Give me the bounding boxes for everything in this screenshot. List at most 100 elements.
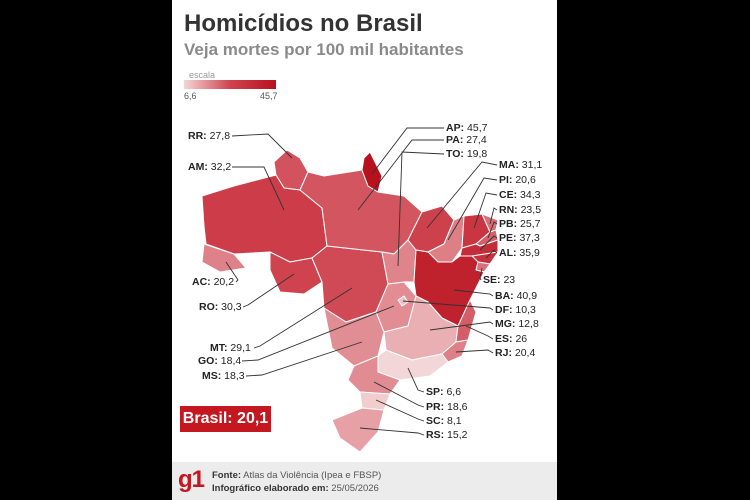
state-label-rj: RJ: 20,4 — [495, 347, 535, 359]
leader-line-mg — [429, 321, 494, 331]
state-region-ac — [201, 243, 247, 273]
state-separator: : — [460, 122, 468, 134]
date-text: 25/05/2026 — [331, 483, 379, 494]
state-label-ms: MS: 18,3 — [202, 370, 245, 382]
state-separator: : — [497, 274, 504, 286]
state-label-rs: RS: 15,2 — [426, 429, 467, 441]
state-rate: 6,6 — [446, 386, 462, 398]
state-code: MS — [202, 370, 218, 382]
state-separator: : — [513, 189, 521, 201]
state-label-ba: BA: 40,9 — [495, 290, 537, 302]
state-label-sp: SP: 6,6 — [426, 386, 461, 398]
national-rate-label: Brasil: — [182, 410, 233, 427]
state-region-pr — [347, 355, 401, 395]
state-rate: 26 — [515, 333, 528, 345]
state-label-mg: MG: 12,8 — [495, 318, 539, 330]
state-label-to: TO: 19,8 — [446, 148, 487, 160]
leader-line-ce — [473, 192, 498, 229]
state-code: AC — [192, 276, 208, 288]
state-code: BA — [495, 290, 511, 302]
state-code: TO — [446, 148, 461, 160]
state-code: AL — [499, 247, 513, 259]
leader-line-pi — [447, 177, 498, 241]
state-separator: : — [515, 159, 522, 171]
state-label-pa: PA: 27,4 — [446, 134, 487, 146]
state-rate: 35,9 — [519, 247, 540, 259]
state-separator: : — [510, 290, 517, 302]
state-rate: 18,6 — [447, 401, 468, 413]
state-rate: 8,1 — [447, 415, 462, 427]
state-code: PR — [426, 401, 441, 413]
state-label-ap: AP: 45,7 — [446, 122, 487, 134]
state-label-pe: PE: 37,3 — [499, 232, 540, 244]
leader-line-am — [232, 166, 285, 211]
state-separator: : — [509, 304, 516, 316]
national-rate-badge: Brasil: 20,1 — [180, 406, 271, 432]
state-separator: : — [217, 370, 225, 382]
leader-line-pa — [357, 139, 444, 211]
state-label-pb: PB: 25,7 — [499, 218, 540, 230]
state-code: AP — [446, 122, 461, 134]
state-code: PI — [499, 174, 509, 186]
state-rate: 32,2 — [210, 161, 232, 173]
state-label-am: AM: 32,2 — [188, 161, 231, 173]
state-rate: 45,7 — [467, 122, 488, 134]
state-separator: : — [214, 355, 221, 367]
state-rate: 40,9 — [516, 290, 538, 302]
scale-min-label: 6,6 — [184, 91, 197, 101]
state-label-ac: AC: 20,2 — [192, 276, 234, 288]
state-separator: : — [508, 174, 516, 186]
state-rate: 20,6 — [515, 174, 536, 186]
leader-line-ro — [242, 273, 295, 308]
leader-line-al — [485, 249, 498, 259]
source-text: Atlas da Violência (Ipea e FBSP) — [243, 470, 382, 481]
state-code: PE — [499, 232, 514, 244]
date-label: Infográfico elaborado em: — [212, 483, 329, 494]
state-code: RO — [199, 301, 215, 313]
scale-max-label: 45,7 — [260, 91, 278, 101]
leader-line-to — [397, 151, 445, 267]
leader-line-rj — [455, 349, 494, 354]
leader-line-sp — [407, 367, 425, 393]
state-label-go: GO: 18,4 — [198, 355, 241, 367]
state-rate: 19,8 — [466, 148, 488, 160]
state-label-mt: MT: 29,1 — [210, 342, 251, 354]
state-rate: 20,2 — [213, 276, 235, 288]
state-rate: 25,7 — [520, 218, 541, 230]
state-label-rr: RR: 27,8 — [188, 130, 230, 142]
state-separator: : — [511, 318, 519, 330]
state-code: GO — [198, 355, 215, 367]
state-rate: 20,4 — [514, 347, 536, 359]
source-line: Fonte: Atlas da Violência (Ipea e FBSP) — [212, 470, 381, 481]
state-rate: 23 — [503, 274, 516, 286]
state-separator: : — [513, 247, 520, 259]
page-subtitle: Veja mortes por 100 mil habitantes — [184, 40, 464, 59]
leader-line-ma — [426, 161, 498, 229]
state-region-sc — [359, 391, 391, 411]
state-separator: : — [460, 148, 467, 160]
state-code: SE — [483, 274, 498, 286]
state-separator: : — [440, 386, 447, 398]
source-label: Fonte: — [212, 470, 242, 481]
state-code: RS — [426, 429, 441, 441]
state-label-al: AL: 35,9 — [499, 247, 540, 259]
footer: g1 Fonte: Atlas da Violência (Ipea e FBS… — [172, 462, 557, 500]
leader-line-ms — [245, 341, 363, 377]
state-label-ma: MA: 31,1 — [499, 159, 542, 171]
state-code: MG — [495, 318, 512, 330]
leader-line-ac — [225, 261, 239, 283]
state-label-ro: RO: 30,3 — [199, 301, 242, 313]
state-rate: 18,4 — [220, 355, 242, 367]
leader-line-ba — [453, 289, 494, 297]
state-code: SC — [426, 415, 441, 427]
leader-line-rr — [231, 133, 293, 159]
leader-line-pb — [487, 221, 498, 239]
state-rate: 15,2 — [447, 429, 468, 441]
national-rate-value: 20,1 — [237, 410, 269, 427]
leader-line-mt — [253, 287, 353, 349]
leader-line-es — [465, 325, 494, 340]
state-region-ap — [361, 151, 383, 193]
state-label-sc: SC: 8,1 — [426, 415, 462, 427]
scale-gradient-bar — [184, 80, 276, 89]
state-rate: 12,8 — [518, 318, 539, 330]
